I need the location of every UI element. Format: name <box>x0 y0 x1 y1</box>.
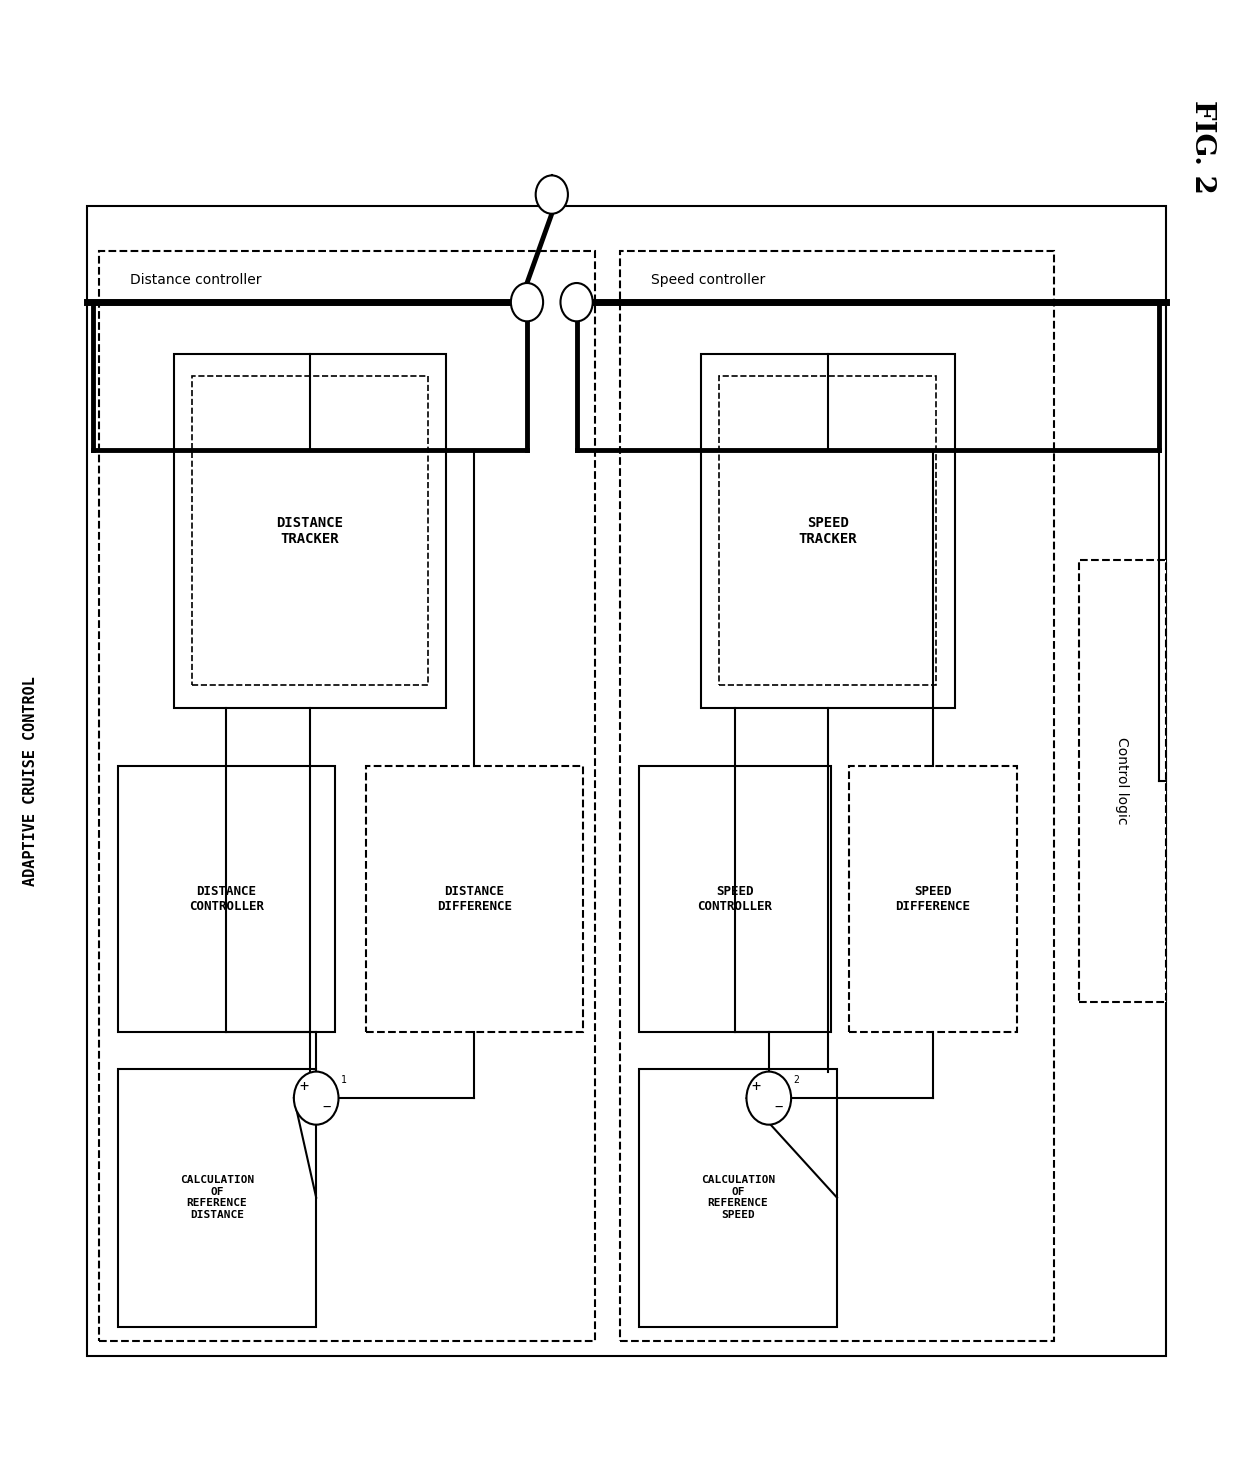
Text: Control logic: Control logic <box>1115 737 1130 825</box>
Circle shape <box>746 1072 791 1125</box>
Text: Distance controller: Distance controller <box>130 273 262 286</box>
Bar <box>701 354 955 708</box>
Bar <box>366 766 583 1032</box>
Circle shape <box>536 175 568 214</box>
Bar <box>99 251 595 1341</box>
Text: CALCULATION
OF
REFERENCE
DISTANCE: CALCULATION OF REFERENCE DISTANCE <box>180 1175 254 1220</box>
Bar <box>639 766 831 1032</box>
Text: ADAPTIVE CRUISE CONTROL: ADAPTIVE CRUISE CONTROL <box>24 677 38 886</box>
Text: SPEED
CONTROLLER: SPEED CONTROLLER <box>697 886 773 912</box>
Text: +: + <box>299 1079 309 1094</box>
Text: 1: 1 <box>341 1076 346 1085</box>
Text: −: − <box>322 1100 330 1114</box>
Bar <box>118 766 335 1032</box>
Text: DISTANCE
TRACKER: DISTANCE TRACKER <box>277 516 343 545</box>
Text: Speed controller: Speed controller <box>651 273 765 286</box>
Text: DISTANCE
CONTROLLER: DISTANCE CONTROLLER <box>188 886 264 912</box>
Bar <box>620 251 1054 1341</box>
Bar <box>639 1069 837 1327</box>
Text: FIG. 2: FIG. 2 <box>1189 100 1216 195</box>
Bar <box>192 376 428 685</box>
Bar <box>174 354 446 708</box>
Text: CALCULATION
OF
REFERENCE
SPEED: CALCULATION OF REFERENCE SPEED <box>701 1175 775 1220</box>
Text: SPEED
DIFFERENCE: SPEED DIFFERENCE <box>895 886 971 912</box>
Bar <box>849 766 1017 1032</box>
Bar <box>1079 560 1166 1002</box>
Text: SPEED
TRACKER: SPEED TRACKER <box>799 516 857 545</box>
Circle shape <box>560 283 593 321</box>
Bar <box>719 376 936 685</box>
Text: +: + <box>751 1079 761 1094</box>
Bar <box>118 1069 316 1327</box>
Circle shape <box>511 283 543 321</box>
Circle shape <box>294 1072 339 1125</box>
Text: −: − <box>775 1100 782 1114</box>
Bar <box>87 206 1166 1356</box>
Text: DISTANCE
DIFFERENCE: DISTANCE DIFFERENCE <box>436 886 512 912</box>
Text: 2: 2 <box>794 1076 799 1085</box>
